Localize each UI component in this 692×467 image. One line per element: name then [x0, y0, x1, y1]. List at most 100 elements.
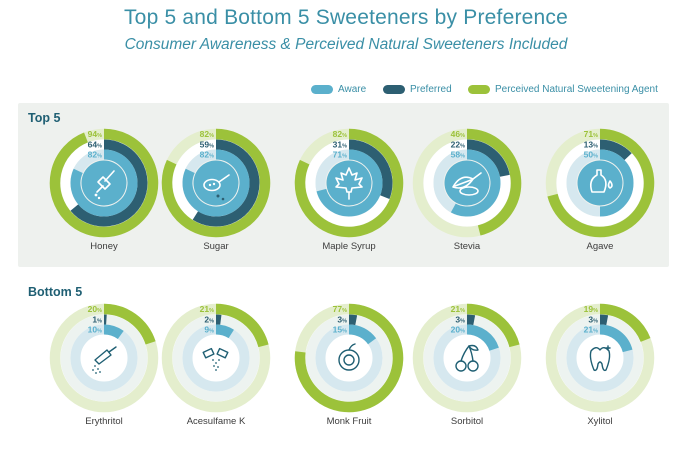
natural-arc-maple-syrup [294, 128, 404, 238]
preferred-arc-sorbitol [466, 314, 476, 326]
legend-label-aware: Aware [338, 83, 367, 95]
label-natural-agave: 71% [584, 129, 598, 139]
category-label-sorbitol: Sorbitol [451, 416, 483, 427]
maple-leaf-icon [335, 167, 363, 200]
preferred-arc-sugar [192, 139, 260, 227]
label-natural-sugar: 82% [200, 129, 214, 139]
aware-arc-honey [70, 149, 138, 217]
natural-arc-acesulfame-k [215, 303, 269, 348]
label-aware-stevia: 58% [451, 150, 465, 160]
label-preferred-agave: 13% [584, 140, 598, 150]
legend-swatch-preferred [383, 84, 405, 94]
center-disk-monk-fruit [326, 335, 372, 381]
aware-arc-monk-fruit [348, 324, 377, 345]
legend-label-natural: Perceived Natural Sweetening Agent [495, 83, 658, 95]
natural-arc-sugar [161, 128, 271, 238]
aware-arc-acesulfame-k [215, 324, 234, 339]
label-natural-erythritol: 20% [88, 304, 102, 314]
label-aware-xylitol: 21% [584, 325, 598, 335]
center-disk-xylitol [577, 335, 623, 381]
chart-subtitle: Consumer Awareness & Perceived Natural S… [124, 36, 568, 53]
aware-arc-erythritol [103, 324, 124, 340]
center-disk-maple-syrup [326, 160, 372, 206]
center-disk-erythritol [81, 335, 127, 381]
label-preferred-sugar: 59% [200, 140, 214, 150]
label-preferred-stevia: 22% [451, 140, 465, 150]
center-disk-stevia [444, 160, 490, 206]
center-disk-agave [577, 160, 623, 206]
label-natural-maple-syrup: 82% [333, 129, 347, 139]
honey-dipper-icon [94, 170, 115, 200]
label-preferred-xylitol: 3% [588, 315, 598, 325]
cherries-icon [455, 344, 479, 372]
donut-sorbitol: 21%3%20% Sorbitol [412, 303, 522, 427]
center-disk-honey [81, 160, 127, 206]
label-natural-sorbitol: 21% [451, 304, 465, 314]
sweetener-packets-icon [202, 347, 229, 371]
preferred-arc-honey [70, 139, 148, 227]
donut-stevia: 46%22%58% Stevia [412, 128, 522, 252]
preferred-arc-monk-fruit [348, 314, 358, 326]
agave-bottle-icon [590, 169, 613, 193]
label-natural-acesulfame-k: 21% [200, 304, 214, 314]
donut-acesulfame-k: 21%2%9% Acesulfame K [161, 303, 271, 427]
category-label-honey: Honey [90, 241, 118, 252]
label-natural-honey: 94% [88, 129, 102, 139]
category-label-erythritol: Erythritol [85, 416, 122, 427]
label-natural-xylitol: 19% [584, 304, 598, 314]
label-aware-erythritol: 10% [88, 325, 102, 335]
label-aware-monk-fruit: 15% [333, 325, 347, 335]
center-disk-sugar [193, 160, 239, 206]
label-aware-sugar: 82% [200, 150, 214, 160]
natural-arc-honey [49, 128, 159, 238]
label-aware-honey: 82% [88, 150, 102, 160]
legend-swatch-aware [311, 84, 333, 94]
section-label-bottom5: Bottom 5 [28, 285, 83, 299]
donut-monk-fruit: 77%3%15% Monk Fruit [294, 303, 404, 427]
category-label-monk-fruit: Monk Fruit [327, 416, 372, 427]
aware-arc-stevia [450, 149, 501, 217]
label-preferred-maple-syrup: 31% [333, 140, 347, 150]
donut-xylitol: 19%3%21% Xylitol [545, 303, 655, 427]
legend-swatch-natural [468, 84, 490, 94]
category-label-sugar: Sugar [203, 241, 228, 252]
donut-honey: 94%64%82% Honey [49, 128, 159, 252]
monk-fruit-icon [338, 343, 360, 371]
aware-arc-sugar [182, 149, 250, 217]
donut-agave: 71%13%50% Agave [545, 128, 655, 252]
category-label-agave: Agave [587, 241, 614, 252]
legend-label-preferred: Preferred [410, 83, 452, 95]
legend-item-natural: Perceived Natural Sweetening Agent [468, 82, 658, 96]
category-label-stevia: Stevia [454, 241, 481, 252]
label-aware-agave: 50% [584, 150, 598, 160]
label-aware-acesulfame-k: 9% [204, 325, 214, 335]
aware-arc-sorbitol [466, 324, 499, 352]
natural-arc-agave [547, 128, 655, 238]
category-label-xylitol: Xylitol [587, 416, 612, 427]
aware-arc-xylitol [599, 324, 633, 353]
sugar-spoon-icon [203, 174, 230, 201]
label-preferred-honey: 64% [88, 140, 102, 150]
category-label-acesulfame-k: Acesulfame K [187, 416, 246, 427]
preferred-arc-stevia [466, 139, 510, 177]
donut-sugar: 82%59%82% Sugar [161, 128, 271, 252]
legend-item-aware: Aware [311, 82, 366, 96]
natural-arc-monk-fruit [294, 303, 404, 413]
natural-arc-erythritol [103, 303, 156, 345]
aware-arc-agave [599, 149, 634, 217]
preferred-arc-xylitol [599, 314, 609, 326]
erythritol-scoop-icon [92, 346, 117, 374]
donut-erythritol: 20%1%10% Erythritol [49, 303, 159, 427]
natural-arc-stevia [466, 128, 522, 236]
preferred-arc-maple-syrup [348, 139, 393, 200]
label-preferred-erythritol: 1% [92, 315, 102, 325]
label-natural-stevia: 46% [451, 129, 465, 139]
label-aware-maple-syrup: 71% [333, 150, 347, 160]
donut-maple-syrup: 82%31%71% Maple Syrup [294, 128, 404, 252]
label-preferred-sorbitol: 3% [455, 315, 465, 325]
label-preferred-monk-fruit: 3% [337, 315, 347, 325]
natural-arc-sorbitol [466, 303, 520, 348]
center-disk-sorbitol [444, 335, 490, 381]
label-preferred-acesulfame-k: 2% [204, 315, 214, 325]
